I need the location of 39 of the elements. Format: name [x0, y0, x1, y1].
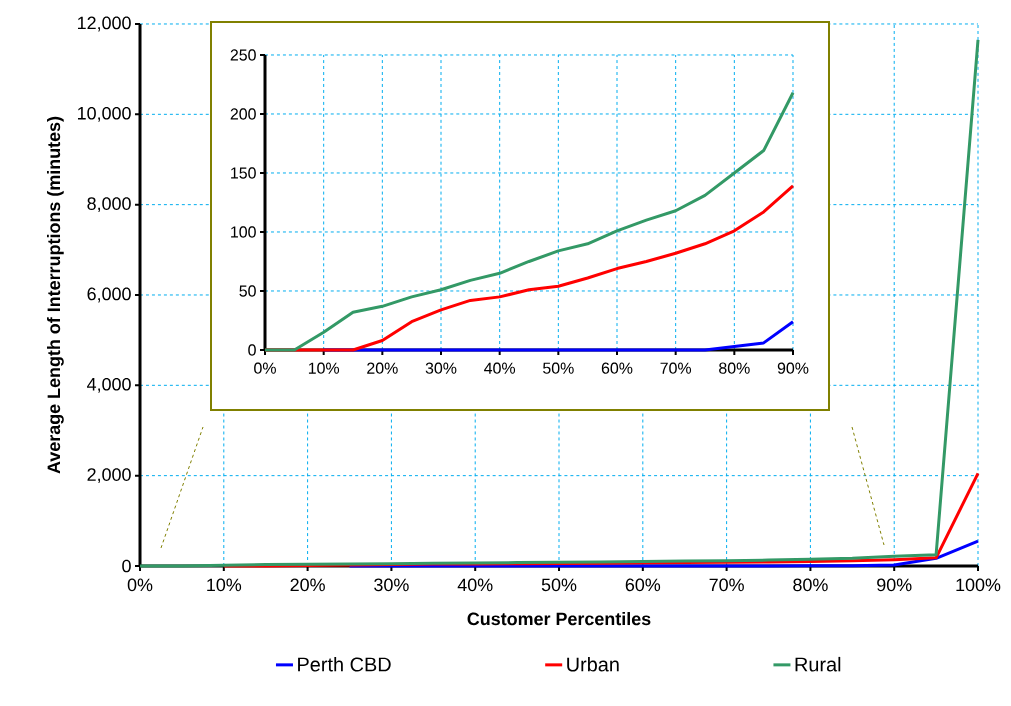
- x-tick-label: 40%: [484, 362, 516, 374]
- y-tick-label: 0: [248, 344, 256, 356]
- x-tick-label: 60%: [625, 578, 661, 592]
- x-tick-label: 80%: [719, 362, 750, 374]
- x-tick-label: 0%: [127, 578, 153, 592]
- x-tick-label: 50%: [543, 362, 574, 374]
- y-tick-label: 150: [231, 167, 256, 179]
- x-tick-label: 80%: [793, 578, 828, 592]
- x-tick-label: 50%: [541, 578, 577, 592]
- x-tick-label: 90%: [777, 362, 809, 374]
- y-tick-label: 10,000: [78, 106, 131, 122]
- y-tick-label: 4,000: [87, 377, 131, 393]
- x-tick-label: 60%: [601, 362, 633, 374]
- y-tick-label: 100: [231, 226, 256, 238]
- y-tick-label: 2,000: [87, 468, 131, 484]
- x-tick-label: 30%: [425, 362, 457, 374]
- y-tick-label: 8,000: [87, 197, 131, 213]
- x-tick-label: 30%: [374, 578, 409, 592]
- x-tick-label: 10%: [207, 578, 242, 592]
- x-tick-label: 90%: [877, 578, 912, 592]
- y-tick-label: 0: [122, 559, 131, 573]
- y-tick-label: 50: [239, 285, 256, 297]
- x-tick-label: 20%: [367, 362, 398, 374]
- y-tick-label: 12,000: [78, 16, 131, 32]
- y-axis-title: Average Length of Interruptions (minutes): [47, 116, 64, 474]
- y-tick-label: 200: [230, 108, 256, 120]
- x-tick-label: 0%: [254, 362, 276, 374]
- x-tick-label: 20%: [290, 578, 325, 592]
- x-tick-label: 70%: [660, 362, 692, 374]
- y-tick-label: 250: [230, 49, 256, 61]
- x-tick-label: 100%: [956, 578, 1001, 592]
- legend-label: Rural: [795, 656, 841, 672]
- x-tick-label: 10%: [308, 362, 340, 374]
- x-axis-title: Customer Percentiles: [467, 612, 651, 626]
- x-tick-label: 40%: [457, 578, 493, 592]
- x-tick-label: 70%: [709, 578, 744, 592]
- legend-label: Perth CBD: [298, 656, 391, 672]
- y-tick-label: 6,000: [87, 287, 131, 303]
- legend-label: Urban: [567, 656, 619, 672]
